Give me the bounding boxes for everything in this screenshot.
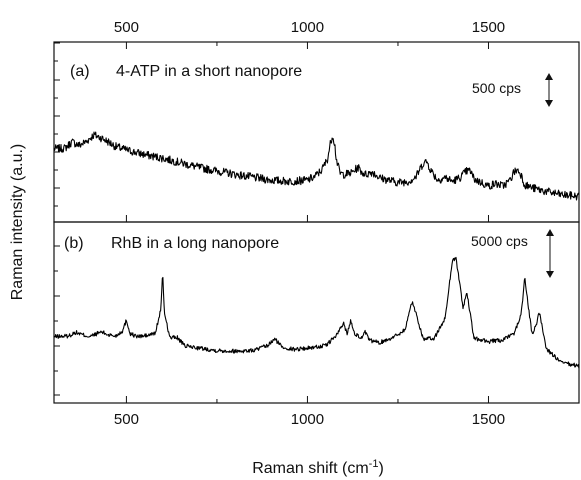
panel-b-frame: [53, 221, 580, 404]
x-axis-label: Raman shift (cm-1): [252, 458, 384, 477]
panel-b-label: (b): [64, 235, 84, 252]
x-tick-label-bottom: 500: [114, 411, 139, 428]
panel-b-title: RhB in a long nanopore: [111, 235, 279, 252]
x-tick-label-top: 1000: [291, 19, 324, 36]
x-tick-label-top: 1500: [472, 19, 505, 36]
y-axis-left-ticks: [54, 42, 60, 396]
x-tick-label-bottom: 1000: [291, 411, 324, 428]
x-tick-label-top: 500: [114, 19, 139, 36]
x-axis-bottom-ticks: 500 1000 1500: [114, 215, 580, 428]
series-line-4atp: [53, 131, 580, 201]
x-tick-label-bottom: 1500: [472, 411, 505, 428]
scale-bar-a-arrow: [545, 73, 553, 107]
panel-a-label: (a): [70, 63, 90, 80]
series-line-rhb: [53, 256, 580, 369]
x-axis-top-ticks: 500 1000 1500: [114, 19, 580, 49]
panel-a-title: 4-ATP in a short nanopore: [116, 63, 302, 80]
scale-bar-a-label: 500 cps: [472, 80, 521, 96]
y-axis-label: Raman intensity (a.u.): [9, 144, 26, 301]
scale-bar-b-arrow: [546, 229, 554, 278]
scale-bar-b-label: 5000 cps: [471, 233, 528, 249]
